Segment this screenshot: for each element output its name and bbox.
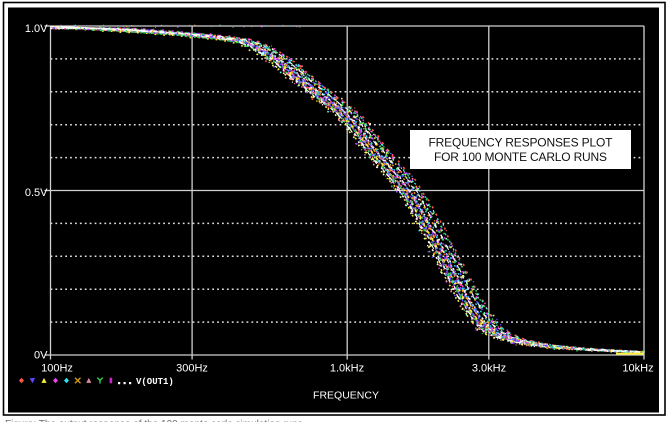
svg-text:0V: 0V — [34, 350, 48, 362]
svg-text:FOR 100 MONTE CARLO RUNS: FOR 100 MONTE CARLO RUNS — [434, 150, 607, 164]
svg-text:FREQUENCY: FREQUENCY — [313, 390, 379, 402]
svg-text:1.0kHz: 1.0kHz — [330, 363, 364, 375]
svg-text:V(OUT1): V(OUT1) — [136, 377, 174, 387]
svg-text:10kHz: 10kHz — [622, 363, 653, 375]
svg-text:300Hz: 300Hz — [176, 363, 208, 375]
svg-text:3.0kHz: 3.0kHz — [472, 363, 506, 375]
svg-text:1.0V: 1.0V — [25, 23, 48, 35]
svg-text:100Hz: 100Hz — [41, 363, 73, 375]
svg-text:Figure: The output response of: Figure: The output response of the 100 m… — [5, 419, 303, 422]
svg-text:0.5V: 0.5V — [25, 187, 48, 199]
svg-text:FREQUENCY RESPONSES PLOT: FREQUENCY RESPONSES PLOT — [429, 136, 614, 150]
